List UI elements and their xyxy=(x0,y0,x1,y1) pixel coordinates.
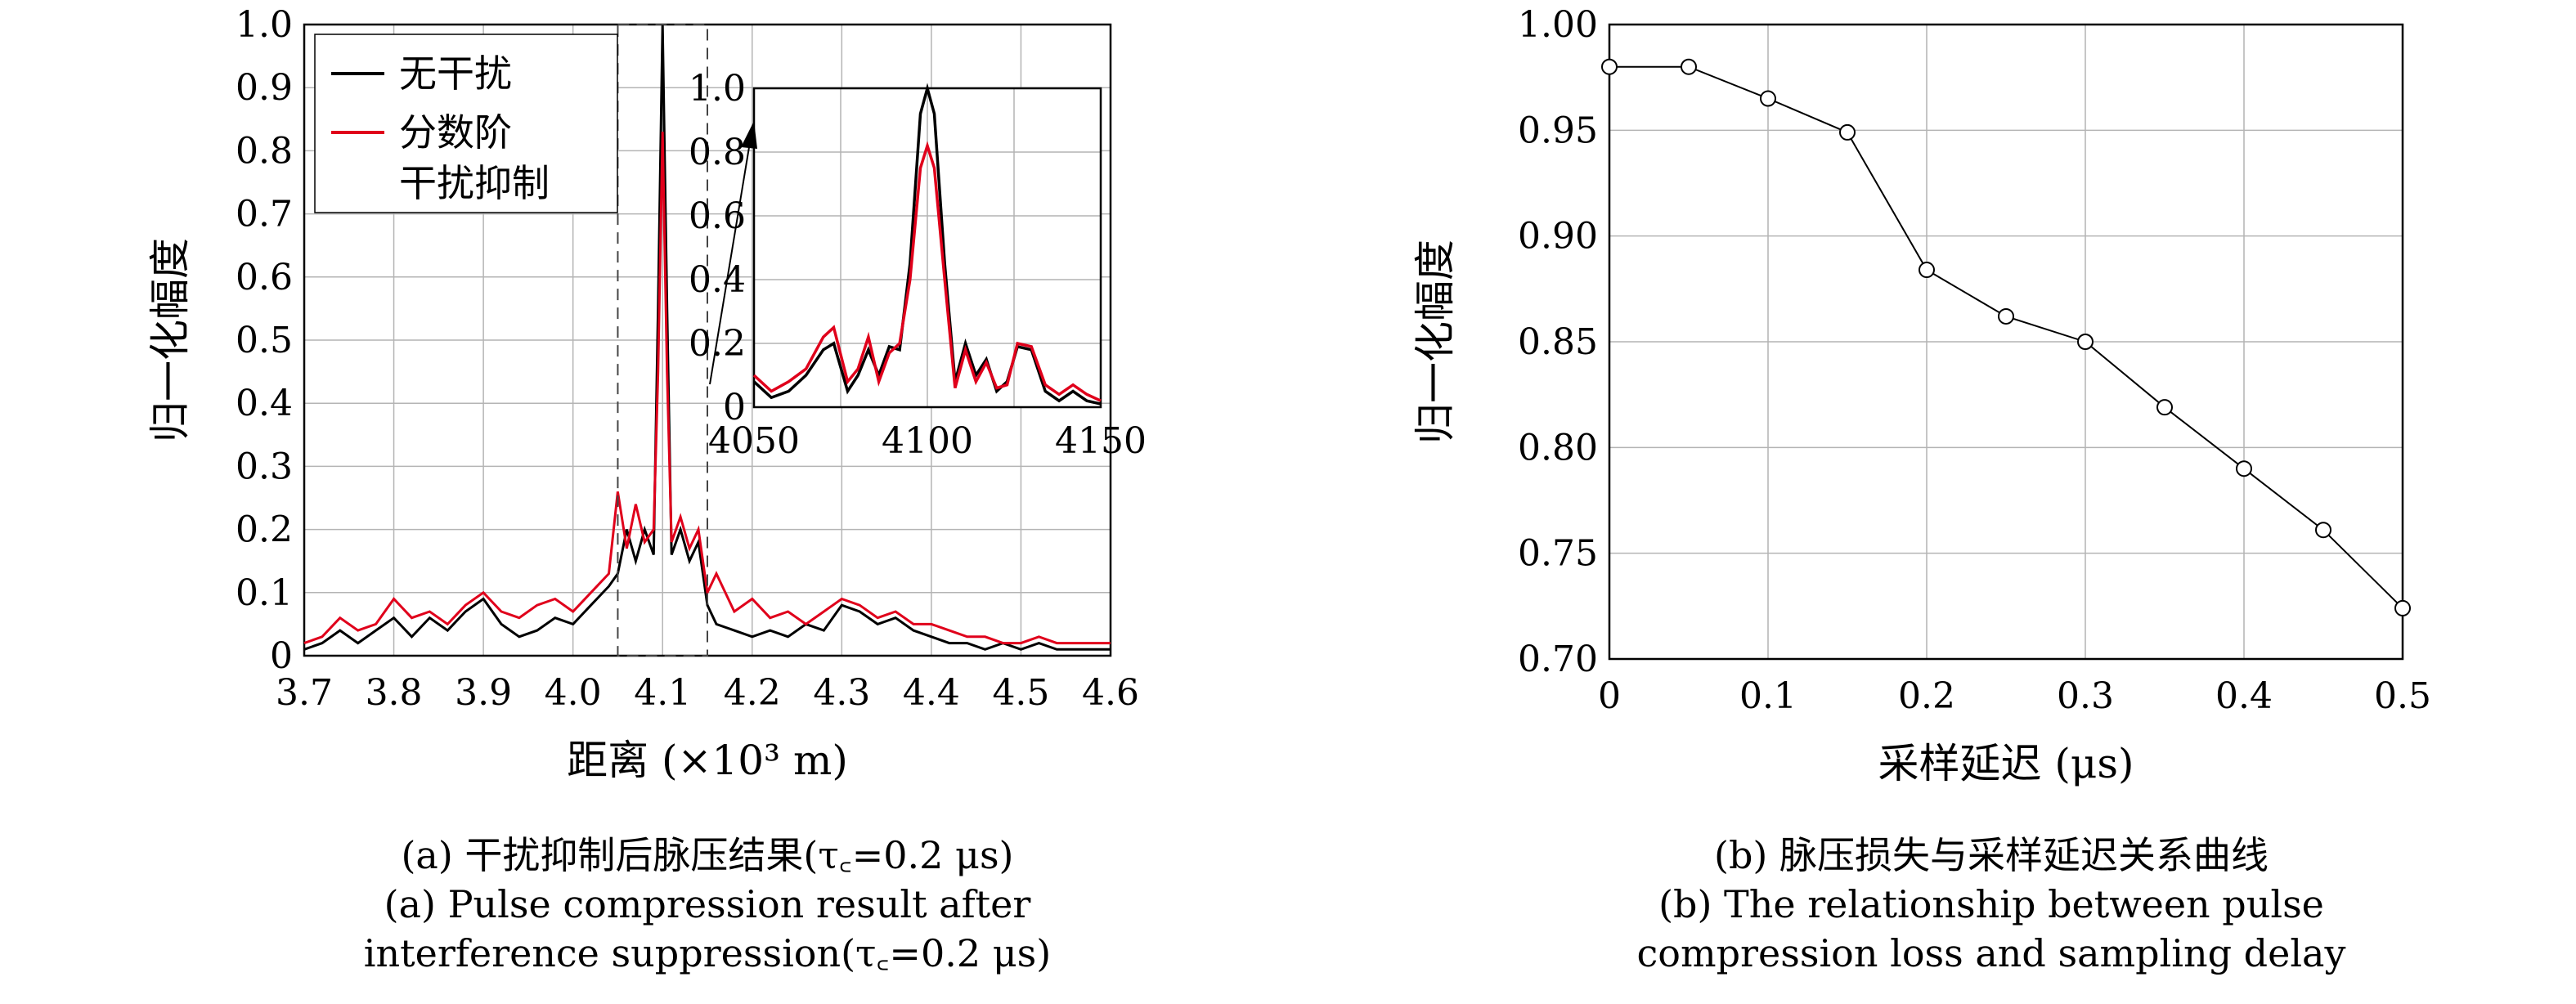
x-tick-label: 4.3 xyxy=(813,672,870,714)
data-point xyxy=(2077,334,2094,350)
x-tick-label: 4.2 xyxy=(724,672,781,714)
legend-label-0: 无干扰 xyxy=(399,52,512,96)
y-tick-label: 0.75 xyxy=(1518,533,1598,575)
y-tick-label: 1.00 xyxy=(1518,4,1598,46)
inset-y-tick-label: 0.8 xyxy=(689,132,746,173)
x-axis-label: 距离 (×10³ m) xyxy=(567,737,848,784)
data-point xyxy=(2394,599,2411,616)
y-axis-label: 归一化幅度 xyxy=(1411,240,1459,444)
x-tick-label: 0.2 xyxy=(1898,675,1955,717)
legend-label-1b: 干扰抑制 xyxy=(399,161,550,205)
x-tick-label: 0 xyxy=(1598,675,1621,717)
y-tick-label: 0.3 xyxy=(236,446,293,487)
x-tick-label: 4.5 xyxy=(992,672,1049,714)
x-tick-label: 0.4 xyxy=(2215,675,2273,717)
y-tick-label: 0.1 xyxy=(236,572,293,614)
x-tick-label: 3.8 xyxy=(366,672,423,714)
y-axis-label: 归一化幅度 xyxy=(146,238,194,442)
x-tick-label: 0.1 xyxy=(1739,675,1797,717)
y-tick-label: 0.7 xyxy=(236,194,293,235)
inset-x-tick-label: 4150 xyxy=(1055,420,1147,462)
inset-x-tick-label: 4100 xyxy=(882,420,973,462)
y-tick-label: 0.80 xyxy=(1518,427,1598,468)
zoom-arrow-head xyxy=(741,121,757,149)
x-tick-label: 4.6 xyxy=(1082,672,1139,714)
inset-x-tick-label: 4050 xyxy=(708,420,800,462)
y-tick-label: 0.90 xyxy=(1518,216,1598,258)
y-tick-label: 1.0 xyxy=(236,4,293,46)
x-tick-label: 3.9 xyxy=(455,672,512,714)
zoom-arrow-line xyxy=(709,137,752,385)
data-point xyxy=(2156,399,2173,416)
caption-b-en-1: (b) The relationship between pulse xyxy=(1658,882,2324,926)
y-tick-label: 0.9 xyxy=(236,67,293,109)
x-tick-label: 3.7 xyxy=(276,672,333,714)
chart-b: 0 0.1 0.2 0.3 0.4 0.5 0.70 0.75 0.80 0.85 0.90 0.95… xyxy=(1411,4,2431,787)
data-point xyxy=(1839,123,1856,141)
inset-y-tick-label: 0 xyxy=(723,387,746,428)
x-tick-label: 4.1 xyxy=(634,672,691,714)
data-point xyxy=(1998,307,2014,325)
legend-label-1: 分数阶 xyxy=(399,110,512,155)
caption-a-zh: (a) 干扰抑制后脉压结果(τ꜀=0.2 μs) xyxy=(401,833,1013,877)
caption-a-en-1: (a) Pulse compression result after xyxy=(384,882,1031,926)
y-tick-label: 0.4 xyxy=(236,383,293,424)
series-line-0 xyxy=(303,24,1111,651)
y-tick-label: 0 xyxy=(270,635,293,677)
y-tick-label: 0.85 xyxy=(1518,321,1598,363)
data-point xyxy=(1681,58,1697,75)
x-tick-label: 0.5 xyxy=(2374,675,2431,717)
data-point xyxy=(1601,58,1618,75)
chart-a: 3.7 3.8 3.9 4.0 4.1 4.2 4.3 4.4 4.5 4.6 0 0.1 0.2 0.3… xyxy=(146,4,1147,784)
series-line-0 xyxy=(1609,65,2403,609)
inset-y-tick-label: 1.0 xyxy=(689,68,746,110)
data-point xyxy=(1760,90,1776,107)
x-tick-label: 0.3 xyxy=(2057,675,2114,717)
x-axis-label: 采样延迟 (μs) xyxy=(1878,740,2134,787)
data-point xyxy=(2315,522,2331,539)
inset-y-tick-label: 0.6 xyxy=(689,195,746,237)
inset-y-tick-label: 0.4 xyxy=(689,259,746,301)
y-tick-label: 0.6 xyxy=(236,257,293,298)
x-tick-label: 4.4 xyxy=(903,672,960,714)
x-tick-label: 4.0 xyxy=(545,672,602,714)
y-tick-label: 0.8 xyxy=(236,130,293,172)
inset-series-line-1 xyxy=(752,141,1102,402)
plot-frame xyxy=(1608,23,2404,661)
data-point xyxy=(2236,460,2252,477)
series-line-1 xyxy=(303,132,1111,645)
y-tick-label: 0.2 xyxy=(236,509,293,551)
zoom-box xyxy=(617,24,709,657)
legend-box xyxy=(314,34,618,213)
caption-a-en-2: interference suppression(τ꜀=0.2 μs) xyxy=(364,931,1051,975)
y-tick-label: 0.5 xyxy=(236,320,293,361)
y-tick-label: 0.70 xyxy=(1518,639,1598,680)
data-point xyxy=(1919,262,1935,279)
caption-b-en-2: compression loss and sampling delay xyxy=(1637,931,2346,975)
y-tick-label: 0.95 xyxy=(1518,110,1598,151)
caption-b-zh: (b) 脉压损失与采样延迟关系曲线 xyxy=(1714,833,2269,877)
